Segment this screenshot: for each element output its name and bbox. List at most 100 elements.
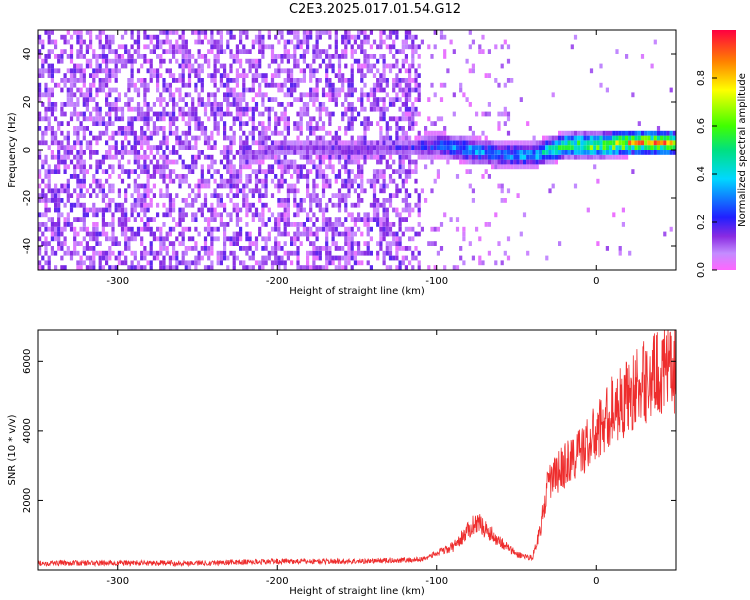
heatmap-cell-1836: [245, 73, 249, 78]
heatmap-cell-118: [50, 226, 54, 232]
heatmap-cell-3340: [411, 126, 415, 131]
x-tick-label: 0: [593, 576, 599, 587]
heatmap-cell-3162: [392, 102, 396, 107]
heatmap-cell-3792: [548, 140, 552, 146]
heatmap-cell-127: [50, 140, 54, 146]
heatmap-cell-1219: [175, 126, 179, 131]
heatmap-cell-1593: [219, 116, 223, 122]
heatmap-cell-3520: [455, 265, 460, 270]
heatmap-cell-2455: [315, 217, 319, 222]
heatmap-cell-2871: [360, 188, 364, 194]
heatmap-cell-3171: [392, 30, 396, 35]
heatmap-cell-2144: [280, 68, 284, 74]
heatmap-cell-2862: [357, 58, 361, 64]
heatmap-cell-1095: [162, 202, 166, 208]
heatmap-cell-2342: [302, 106, 306, 112]
heatmap-cell-4012: [656, 150, 661, 155]
heatmap-cell-2647: [334, 92, 338, 98]
heatmap-cell-1451: [203, 202, 208, 208]
heatmap-cell-86: [47, 241, 51, 246]
heatmap-cell-877: [136, 135, 141, 141]
heatmap-cell-627: [108, 198, 112, 203]
heatmap-cell-3581: [471, 135, 475, 141]
heatmap-cell-2082: [274, 82, 278, 88]
heatmap-cell-3056: [382, 255, 386, 261]
heatmap-cell-3231: [401, 260, 405, 266]
heatmap-cell-1824: [245, 164, 249, 170]
heatmap-cell-4043: [672, 140, 676, 146]
heatmap-cell-1189: [172, 159, 176, 165]
heatmap-cell-3202: [395, 30, 399, 35]
heatmap-cell-936: [143, 150, 147, 155]
heatmap-cell-2849: [357, 174, 361, 179]
heatmap-cell-3476: [439, 140, 444, 146]
heatmap-cell-849: [133, 150, 137, 155]
heatmap-cell-247: [66, 222, 70, 227]
heatmap-cell-213: [60, 102, 64, 107]
heatmap-cell-2471: [315, 97, 319, 102]
heatmap-cell-1796: [242, 130, 246, 136]
heatmap-cell-1776: [239, 63, 243, 69]
heatmap-cell-2054: [270, 78, 275, 83]
heatmap-cell-3344: [411, 106, 415, 112]
heatmap-cell-1205: [172, 30, 176, 35]
heatmap-cell-2049: [270, 140, 275, 146]
heatmap-cell-2136: [280, 145, 284, 150]
heatmap-cell-1049: [156, 87, 160, 93]
heatmap-cell-1698: [232, 202, 236, 208]
heatmap-cell-2604: [331, 255, 335, 261]
heatmap-cell-742: [120, 140, 125, 146]
heatmap-cell-101: [47, 106, 51, 112]
heatmap-cell-3077: [382, 116, 386, 122]
heatmap-cell-1418: [197, 34, 201, 40]
heatmap-cell-3042: [379, 116, 383, 122]
heatmap-cell-3252: [401, 102, 405, 107]
heatmap-cell-2571: [325, 30, 329, 35]
heatmap-cell-2393: [309, 207, 313, 213]
heatmap-cell-2449: [315, 255, 319, 261]
heatmap-cell-1704: [232, 164, 236, 170]
heatmap-cell-377: [79, 121, 83, 126]
heatmap-cell-1172: [168, 58, 172, 64]
heatmap-cell-3704: [506, 78, 511, 83]
heatmap-cell-1930: [258, 178, 262, 184]
heatmap-cell-1131: [165, 159, 169, 165]
heatmap-cell-3940: [618, 150, 622, 155]
heatmap-cell-970: [146, 140, 150, 146]
y-tick-label: 0: [22, 147, 33, 153]
heatmap-cell-1647: [226, 145, 230, 150]
heatmap-cell-1473: [207, 226, 211, 232]
heatmap-cell-2688: [341, 231, 345, 237]
heatmap-cell-2000: [264, 154, 268, 160]
heatmap-cell-44: [41, 116, 45, 122]
heatmap-cell-235: [63, 145, 67, 150]
heatmap-cell-3643: [491, 140, 495, 146]
heatmap-cell-1369: [194, 226, 198, 232]
heatmap-cell-1872: [251, 193, 255, 198]
heatmap-cell-717: [117, 130, 121, 136]
spectrogram-x-label: Height of straight line (km): [289, 286, 425, 297]
heatmap-cell-2592: [328, 97, 332, 102]
heatmap-cell-399: [82, 207, 86, 213]
heatmap-cell-493: [92, 116, 96, 122]
heatmap-cell-584: [101, 54, 105, 59]
heatmap-cell-2951: [369, 226, 373, 232]
heatmap-cell-1434: [200, 102, 204, 107]
heatmap-cell-1774: [239, 92, 243, 98]
heatmap-cell-2657: [337, 260, 342, 266]
heatmap-cell-2811: [350, 54, 354, 59]
heatmap-cell-3382: [417, 250, 421, 256]
heatmap-cell-495: [92, 97, 96, 102]
heatmap-cell-3129: [388, 193, 393, 198]
heatmap-cell-3511: [452, 265, 456, 270]
heatmap-cell-1374: [194, 183, 198, 189]
heatmap-cell-2294: [296, 82, 300, 88]
heatmap-cell-1740: [235, 92, 239, 98]
heatmap-cell-1376: [194, 159, 198, 165]
heatmap-cell-1660: [226, 30, 230, 35]
heatmap-cell-250: [66, 198, 70, 203]
heatmap-cell-3540: [462, 236, 466, 242]
heatmap-cell-4020: [660, 140, 664, 146]
heatmap-cell-800: [127, 82, 131, 88]
